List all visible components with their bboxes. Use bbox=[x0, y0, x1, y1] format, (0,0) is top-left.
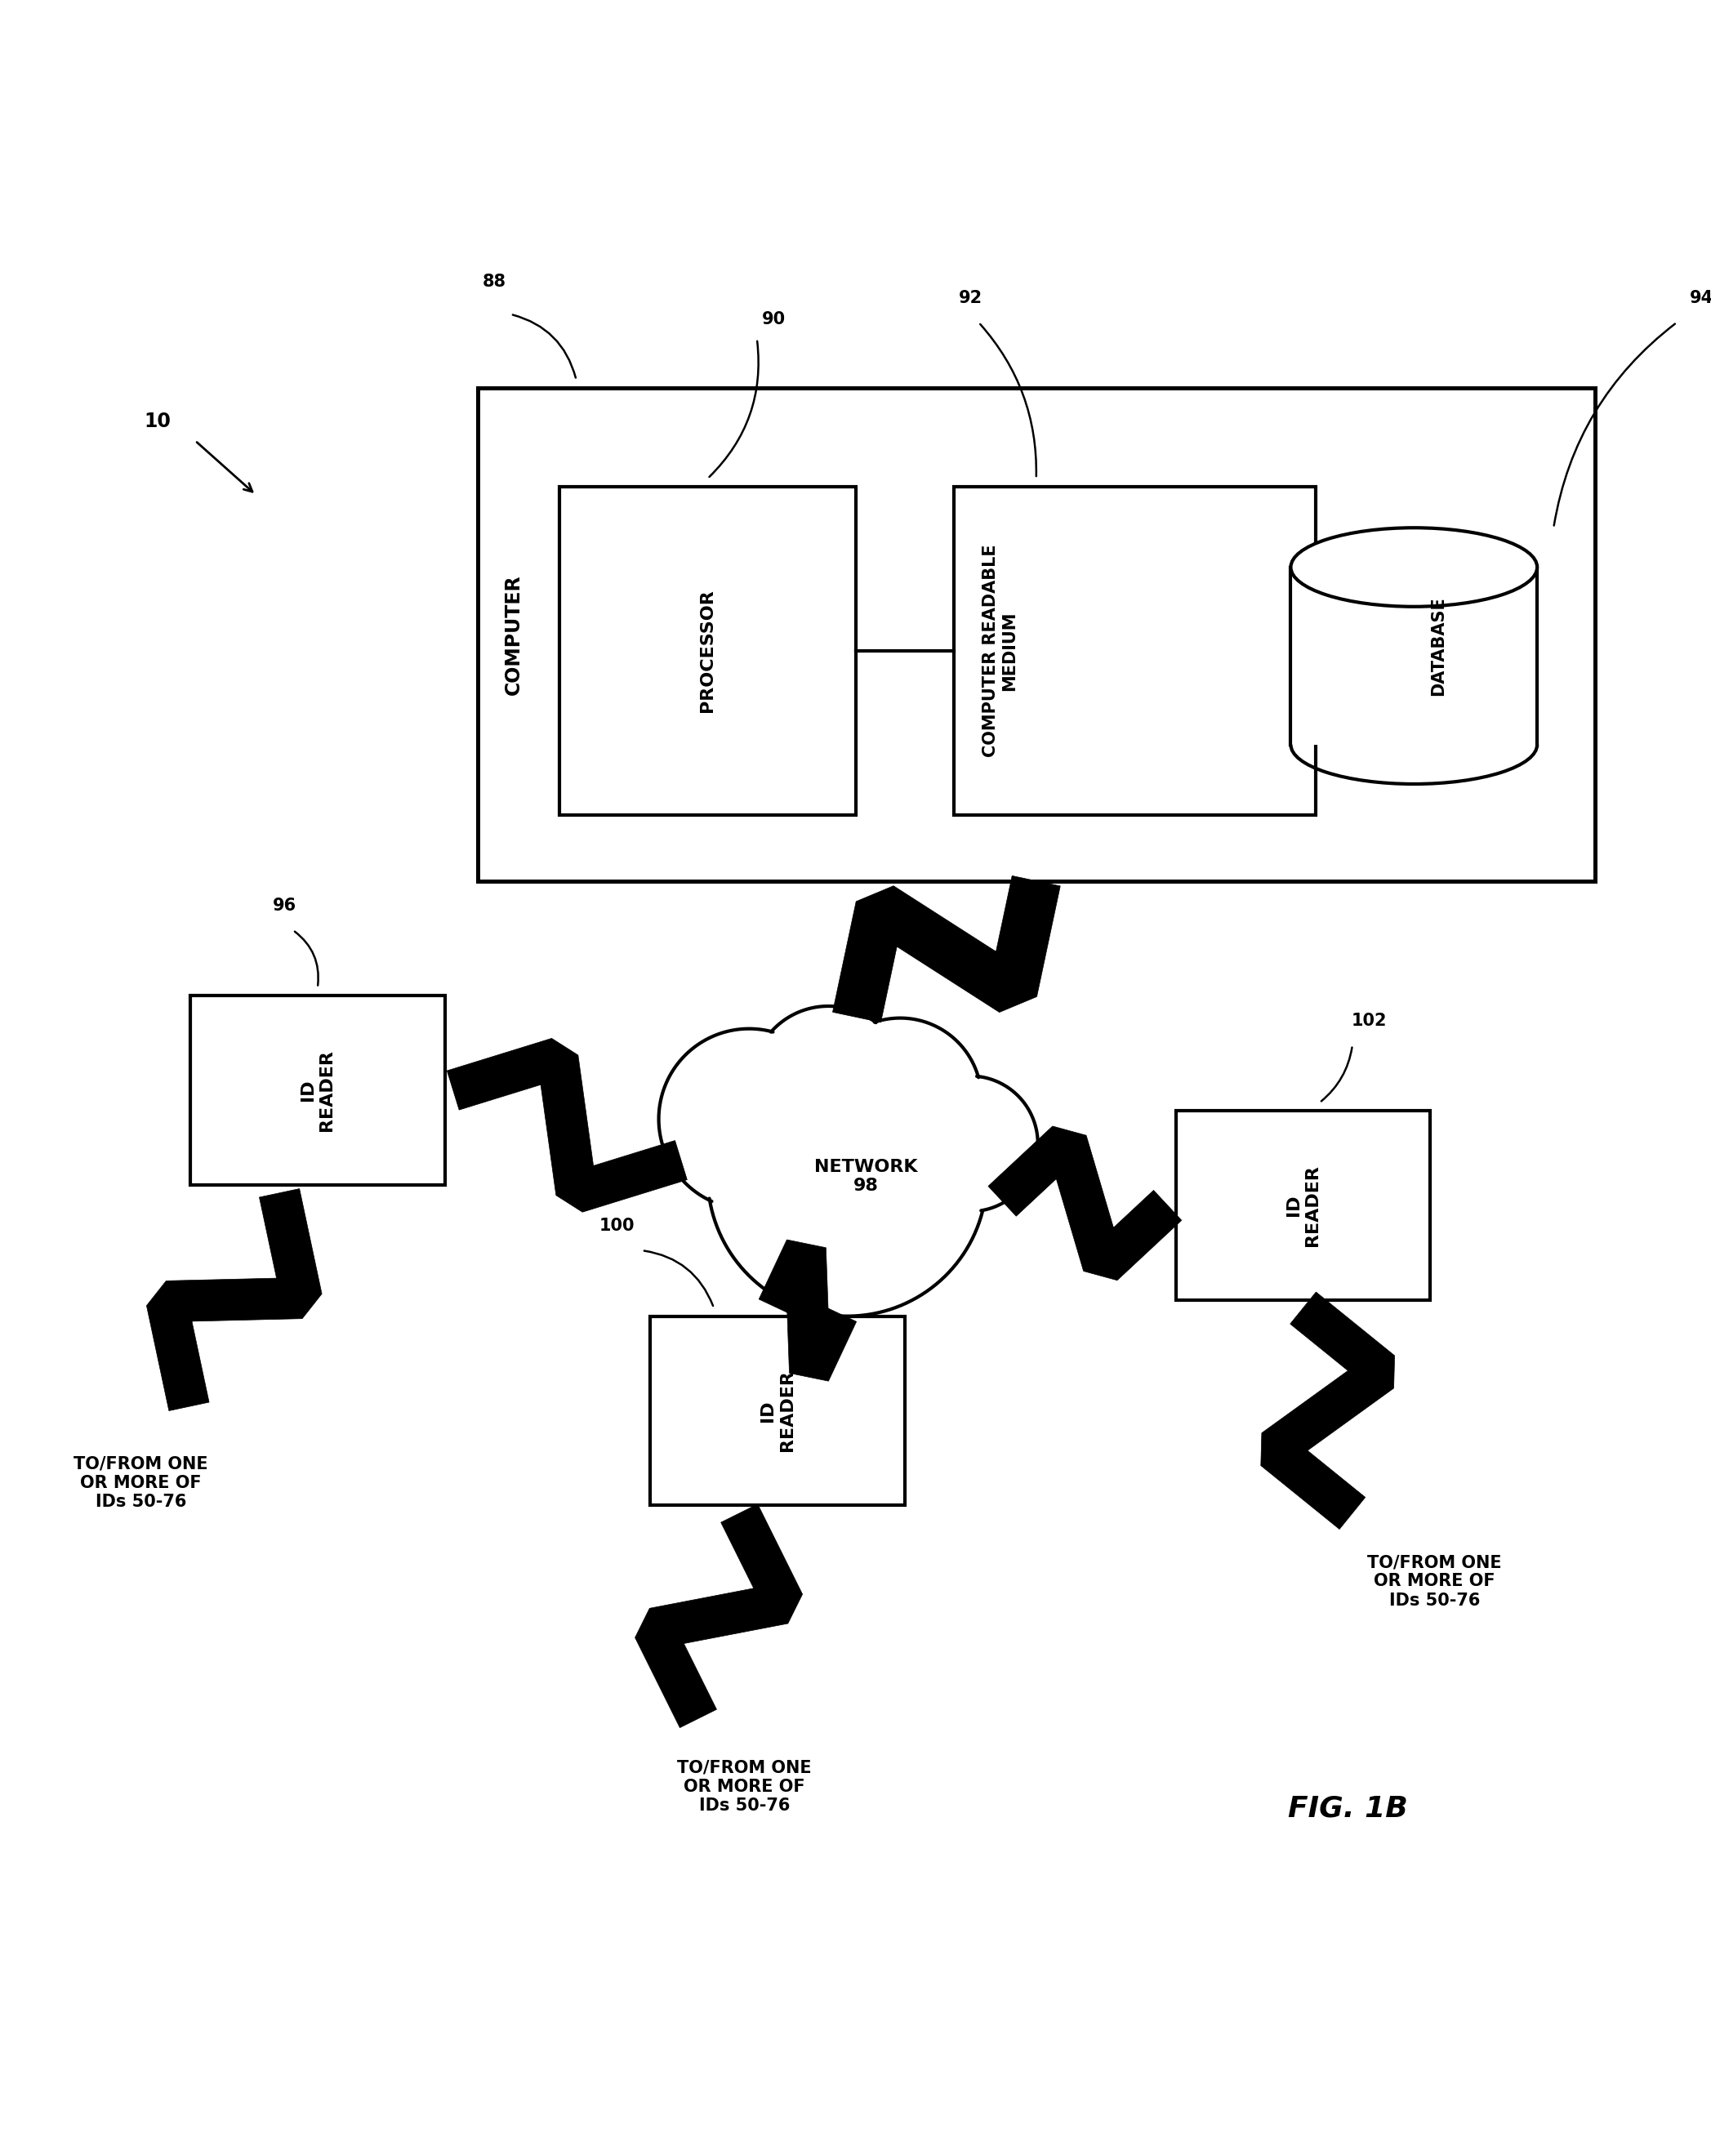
Circle shape bbox=[659, 1028, 840, 1210]
Text: TO/FROM ONE
OR MORE OF
IDs 50-76: TO/FROM ONE OR MORE OF IDs 50-76 bbox=[678, 1759, 811, 1813]
Bar bbox=[1290, 567, 1536, 744]
Circle shape bbox=[708, 1037, 987, 1315]
Text: COMPUTER: COMPUTER bbox=[505, 573, 524, 694]
Text: COMPUTER READABLE
MEDIUM: COMPUTER READABLE MEDIUM bbox=[982, 545, 1018, 757]
Polygon shape bbox=[447, 1039, 688, 1212]
Text: 96: 96 bbox=[272, 897, 296, 914]
Bar bbox=[477, 388, 1595, 882]
Bar bbox=[559, 487, 856, 815]
Circle shape bbox=[902, 1076, 1039, 1212]
Circle shape bbox=[751, 1007, 905, 1160]
Text: 92: 92 bbox=[958, 289, 982, 306]
Text: 100: 100 bbox=[599, 1218, 635, 1233]
Bar bbox=[1175, 1110, 1430, 1300]
Bar bbox=[650, 1315, 905, 1505]
Text: TO/FROM ONE
OR MORE OF
IDs 50-76: TO/FROM ONE OR MORE OF IDs 50-76 bbox=[74, 1455, 209, 1509]
Circle shape bbox=[820, 1018, 982, 1181]
Text: DATABASE: DATABASE bbox=[1430, 597, 1448, 696]
Text: NETWORK
98: NETWORK 98 bbox=[814, 1160, 917, 1194]
Polygon shape bbox=[635, 1505, 802, 1727]
Text: TO/FROM ONE
OR MORE OF
IDs 50-76: TO/FROM ONE OR MORE OF IDs 50-76 bbox=[1367, 1554, 1502, 1608]
Polygon shape bbox=[1261, 1291, 1394, 1529]
Bar bbox=[955, 487, 1316, 815]
Polygon shape bbox=[147, 1188, 322, 1410]
Text: ID
READER: ID READER bbox=[760, 1369, 796, 1451]
Text: ID
READER: ID READER bbox=[299, 1050, 335, 1132]
Text: 90: 90 bbox=[761, 310, 785, 328]
Text: 94: 94 bbox=[1689, 289, 1711, 306]
Text: 88: 88 bbox=[483, 274, 506, 289]
Polygon shape bbox=[760, 1240, 857, 1382]
Polygon shape bbox=[989, 1125, 1182, 1281]
Text: PROCESSOR: PROCESSOR bbox=[700, 589, 715, 711]
Polygon shape bbox=[833, 875, 1061, 1022]
Ellipse shape bbox=[1290, 528, 1536, 606]
Text: ID
READER: ID READER bbox=[1285, 1164, 1321, 1246]
Bar bbox=[190, 996, 445, 1186]
Text: 10: 10 bbox=[144, 412, 171, 431]
Text: FIG. 1B: FIG. 1B bbox=[1288, 1796, 1408, 1822]
Text: 102: 102 bbox=[1352, 1013, 1386, 1028]
